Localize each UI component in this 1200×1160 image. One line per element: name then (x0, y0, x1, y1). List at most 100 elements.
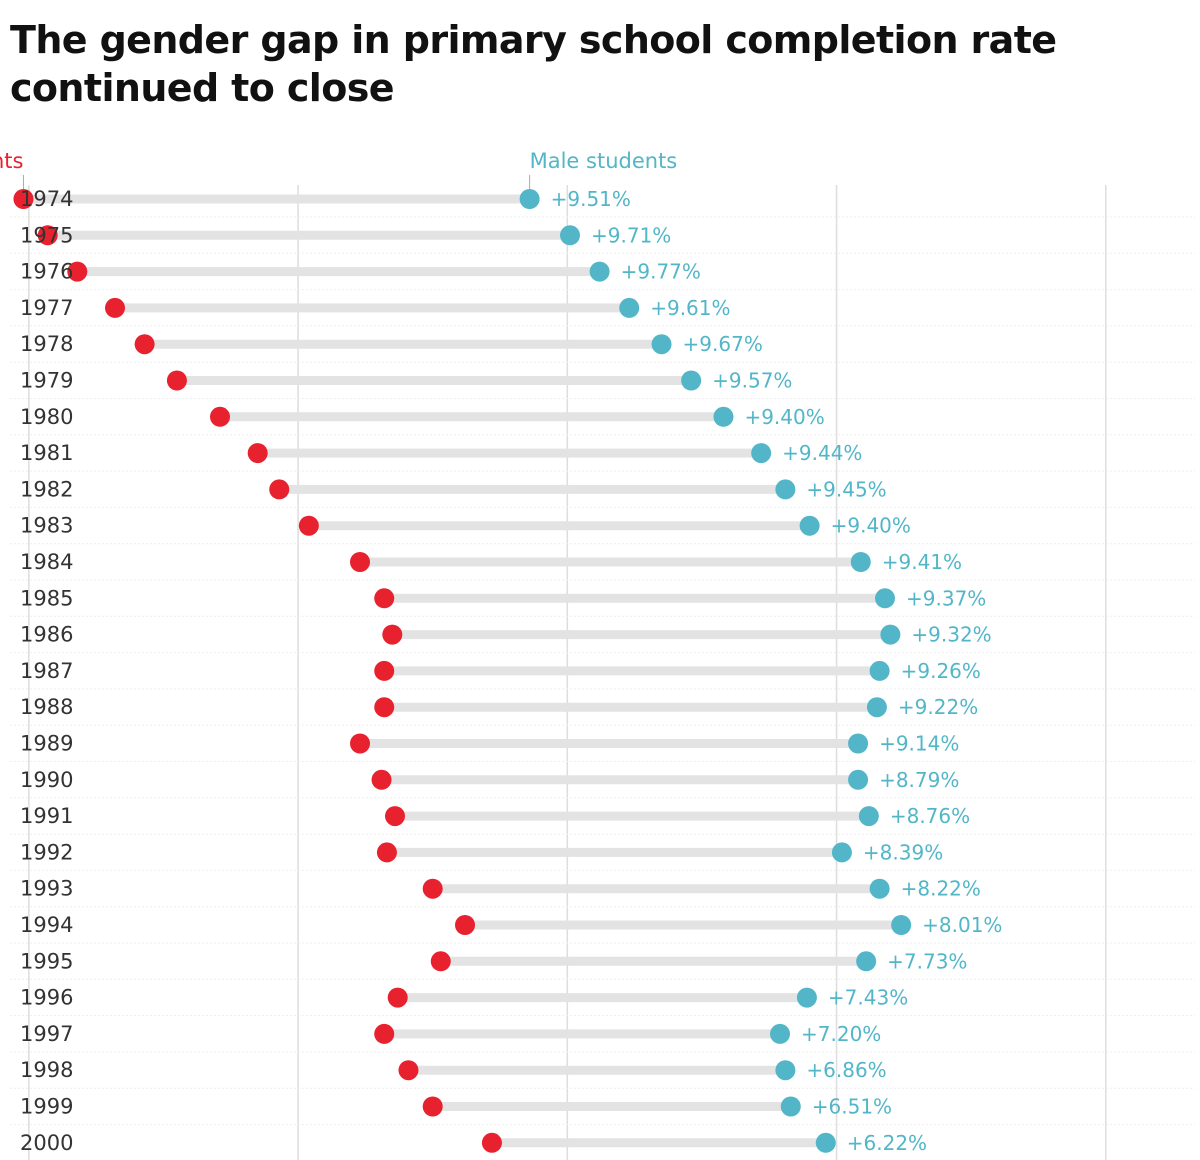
gap-label: +6.51% (812, 1095, 892, 1119)
gap-label: +9.44% (782, 441, 862, 465)
year-label: 1980 (20, 405, 73, 429)
gap-label: +7.43% (828, 986, 908, 1010)
year-label: 2000 (20, 1131, 73, 1155)
male-dot (681, 370, 702, 391)
gap-label: +8.39% (863, 840, 943, 864)
female-dot (376, 842, 397, 863)
gap-label: +9.40% (744, 405, 824, 429)
gap-labels: +9.51% +9.71% +9.77% +9.61% +9.67% +9.57% +9.4… (551, 187, 1003, 1155)
female-dot (387, 987, 408, 1008)
gap-label: +6.86% (806, 1058, 886, 1082)
male-dot (713, 406, 734, 427)
female-dot (481, 1132, 502, 1153)
male-dot (831, 842, 852, 863)
year-label: 1990 (20, 768, 73, 792)
year-label: 1992 (20, 840, 73, 864)
male-dot (775, 479, 796, 500)
female-dot (374, 697, 395, 718)
male-dot (848, 733, 869, 754)
year-label: 1981 (20, 441, 73, 465)
male-series (519, 189, 912, 1153)
female-dot (13, 189, 34, 209)
female-dot (430, 951, 451, 972)
year-label: 1993 (20, 877, 73, 901)
chart-title: The gender gap in primary school complet… (10, 18, 1057, 110)
male-dot (751, 443, 772, 464)
female-dot (350, 552, 370, 572)
gap-label: +9.51% (551, 187, 631, 211)
gap-label: +9.45% (806, 477, 886, 501)
female-dot (374, 1023, 395, 1044)
male-dot (869, 878, 890, 899)
year-label: 1984 (20, 550, 73, 574)
year-label: 1976 (20, 260, 73, 284)
year-label: 1995 (20, 949, 73, 973)
male-dot (770, 1023, 790, 1044)
male-dot (875, 588, 895, 609)
female-series-label: Female students (0, 149, 23, 173)
gap-label: +6.22% (847, 1131, 927, 1155)
male-dot (775, 1060, 796, 1081)
female-dot (374, 660, 395, 681)
gap-label: +9.61% (650, 296, 730, 320)
female-dot (422, 1096, 443, 1117)
male-dot (850, 552, 871, 572)
gap-label: +8.79% (879, 768, 959, 792)
row-guides (10, 216, 1195, 1125)
female-dot (371, 769, 392, 790)
gap-label: +7.73% (887, 949, 967, 973)
gap-label: +7.20% (801, 1022, 881, 1046)
series-labels: Female students Male students (0, 149, 677, 189)
male-dot (796, 987, 817, 1008)
year-label: 1974 (20, 187, 73, 211)
year-label: 1999 (20, 1095, 73, 1119)
year-label: 1979 (20, 369, 73, 393)
year-label: 1987 (20, 659, 73, 683)
year-label: 1978 (20, 332, 73, 356)
female-dot (422, 878, 443, 899)
female-dot (269, 479, 290, 500)
year-label: 1975 (20, 223, 73, 247)
female-dot (37, 225, 58, 246)
gap-label: +9.41% (882, 550, 962, 574)
year-label: 1994 (20, 913, 73, 937)
gap-label: +9.57% (712, 369, 792, 393)
gap-label: +9.37% (906, 586, 986, 610)
male-dot (799, 515, 820, 536)
male-dot (560, 225, 580, 246)
male-dot (858, 806, 879, 827)
year-label: 1991 (20, 804, 73, 828)
female-dot (350, 733, 370, 754)
female-dot (398, 1060, 419, 1081)
female-dot (134, 334, 155, 355)
female-dot (298, 515, 319, 536)
gap-label: +9.77% (621, 260, 701, 284)
gap-label: +9.14% (879, 732, 959, 756)
male-dot (651, 334, 672, 355)
male-dot (869, 660, 890, 681)
gap-label: +8.01% (922, 913, 1002, 937)
year-label: 1986 (20, 623, 73, 647)
male-dot (780, 1096, 801, 1117)
male-dot (856, 951, 877, 972)
female-dot (105, 297, 125, 318)
female-dot (166, 370, 187, 391)
female-dot (374, 588, 395, 609)
female-dot (385, 806, 405, 827)
year-label: 1998 (20, 1058, 73, 1082)
year-label: 1989 (20, 732, 73, 756)
gap-label: +9.67% (683, 332, 763, 356)
female-dot (382, 624, 403, 645)
female-dot (67, 261, 88, 282)
male-dot (589, 261, 610, 282)
male-series-label: Male students (530, 149, 678, 173)
male-dot (848, 769, 869, 790)
year-label: 1983 (20, 514, 73, 538)
connectors (23, 194, 902, 1148)
year-label: 1985 (20, 586, 73, 610)
male-dot (815, 1132, 836, 1153)
female-dot (247, 443, 268, 464)
gap-label: +8.76% (890, 804, 970, 828)
gap-label: +9.22% (898, 695, 978, 719)
gap-label: +9.40% (831, 514, 911, 538)
